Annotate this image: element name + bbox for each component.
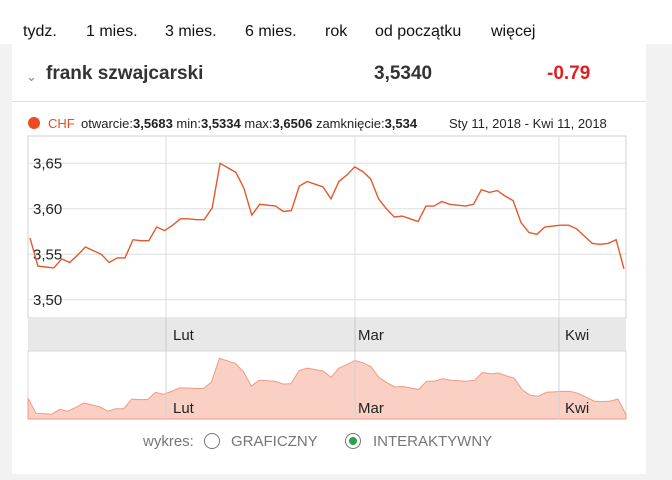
tab-1-month[interactable]: 1 mies. xyxy=(86,23,138,40)
close-label: zamknięcie: xyxy=(315,116,385,131)
x-axis-band xyxy=(28,318,626,351)
y-axis: 3,65 3,60 3,55 3,50 xyxy=(33,155,62,308)
tab-more[interactable]: więcej xyxy=(491,23,536,40)
series-symbol: CHF xyxy=(48,116,75,131)
period-tabs: tydz. 1 mies. 3 mies. 6 mies. rok od poc… xyxy=(0,0,672,44)
series-line xyxy=(29,162,625,270)
plot-area xyxy=(27,135,627,319)
min-value: 3,5334 xyxy=(200,116,241,131)
radio-graficzny[interactable] xyxy=(204,433,220,449)
y-tick-label: 3,55 xyxy=(33,246,62,263)
ohlc-stats: otwarcie:3,5683 min:3,5334 max:3,6506 za… xyxy=(81,116,417,131)
y-tick-label: 3,50 xyxy=(33,292,62,309)
x-tick-label: Lut xyxy=(173,327,195,344)
series-marker-icon xyxy=(28,117,40,129)
instrument-price: 3,5340 xyxy=(374,63,433,84)
x-tick-label: Kwi xyxy=(565,327,589,344)
tab-3-months[interactable]: 3 mies. xyxy=(165,23,217,40)
navigator-label: Lut xyxy=(173,400,195,417)
max-label: max: xyxy=(244,116,273,131)
close-value: 3,534 xyxy=(384,116,418,131)
chart-mode-label: wykres: xyxy=(143,433,194,450)
tab-week[interactable]: tydz. xyxy=(23,23,57,40)
date-range: Sty 11, 2018 - Kwi 11, 2018 xyxy=(449,116,607,131)
tab-6-months[interactable]: 6 mies. xyxy=(245,23,297,40)
instrument-change: -0.79 xyxy=(547,63,591,84)
divider xyxy=(12,101,646,102)
radio-interaktywny[interactable] xyxy=(345,433,361,449)
open-label: otwarcie: xyxy=(81,116,134,131)
option-interaktywny-label[interactable]: INTERAKTYWNY xyxy=(373,433,493,450)
min-label: min: xyxy=(176,116,201,131)
chevron-down-icon[interactable]: ⌄ xyxy=(26,69,37,84)
navigator-label: Mar xyxy=(358,400,384,417)
y-tick-label: 3,60 xyxy=(33,201,62,218)
option-graficzny-label[interactable]: GRAFICZNY xyxy=(231,433,318,450)
instrument-header: ⌄ frank szwajcarski 3,5340 -0.79 xyxy=(12,56,646,100)
tab-ytd[interactable]: od początku xyxy=(375,23,462,40)
navigator-label: Kwi xyxy=(565,400,589,417)
tab-year[interactable]: rok xyxy=(325,23,348,40)
instrument-name: frank szwajcarski xyxy=(46,63,204,84)
open-value: 3,5683 xyxy=(133,116,173,131)
x-tick-label: Mar xyxy=(358,327,384,344)
max-value: 3,6506 xyxy=(272,116,313,131)
main-grid xyxy=(27,135,627,319)
navigator-area xyxy=(27,357,627,420)
y-tick-label: 3,65 xyxy=(33,155,62,172)
